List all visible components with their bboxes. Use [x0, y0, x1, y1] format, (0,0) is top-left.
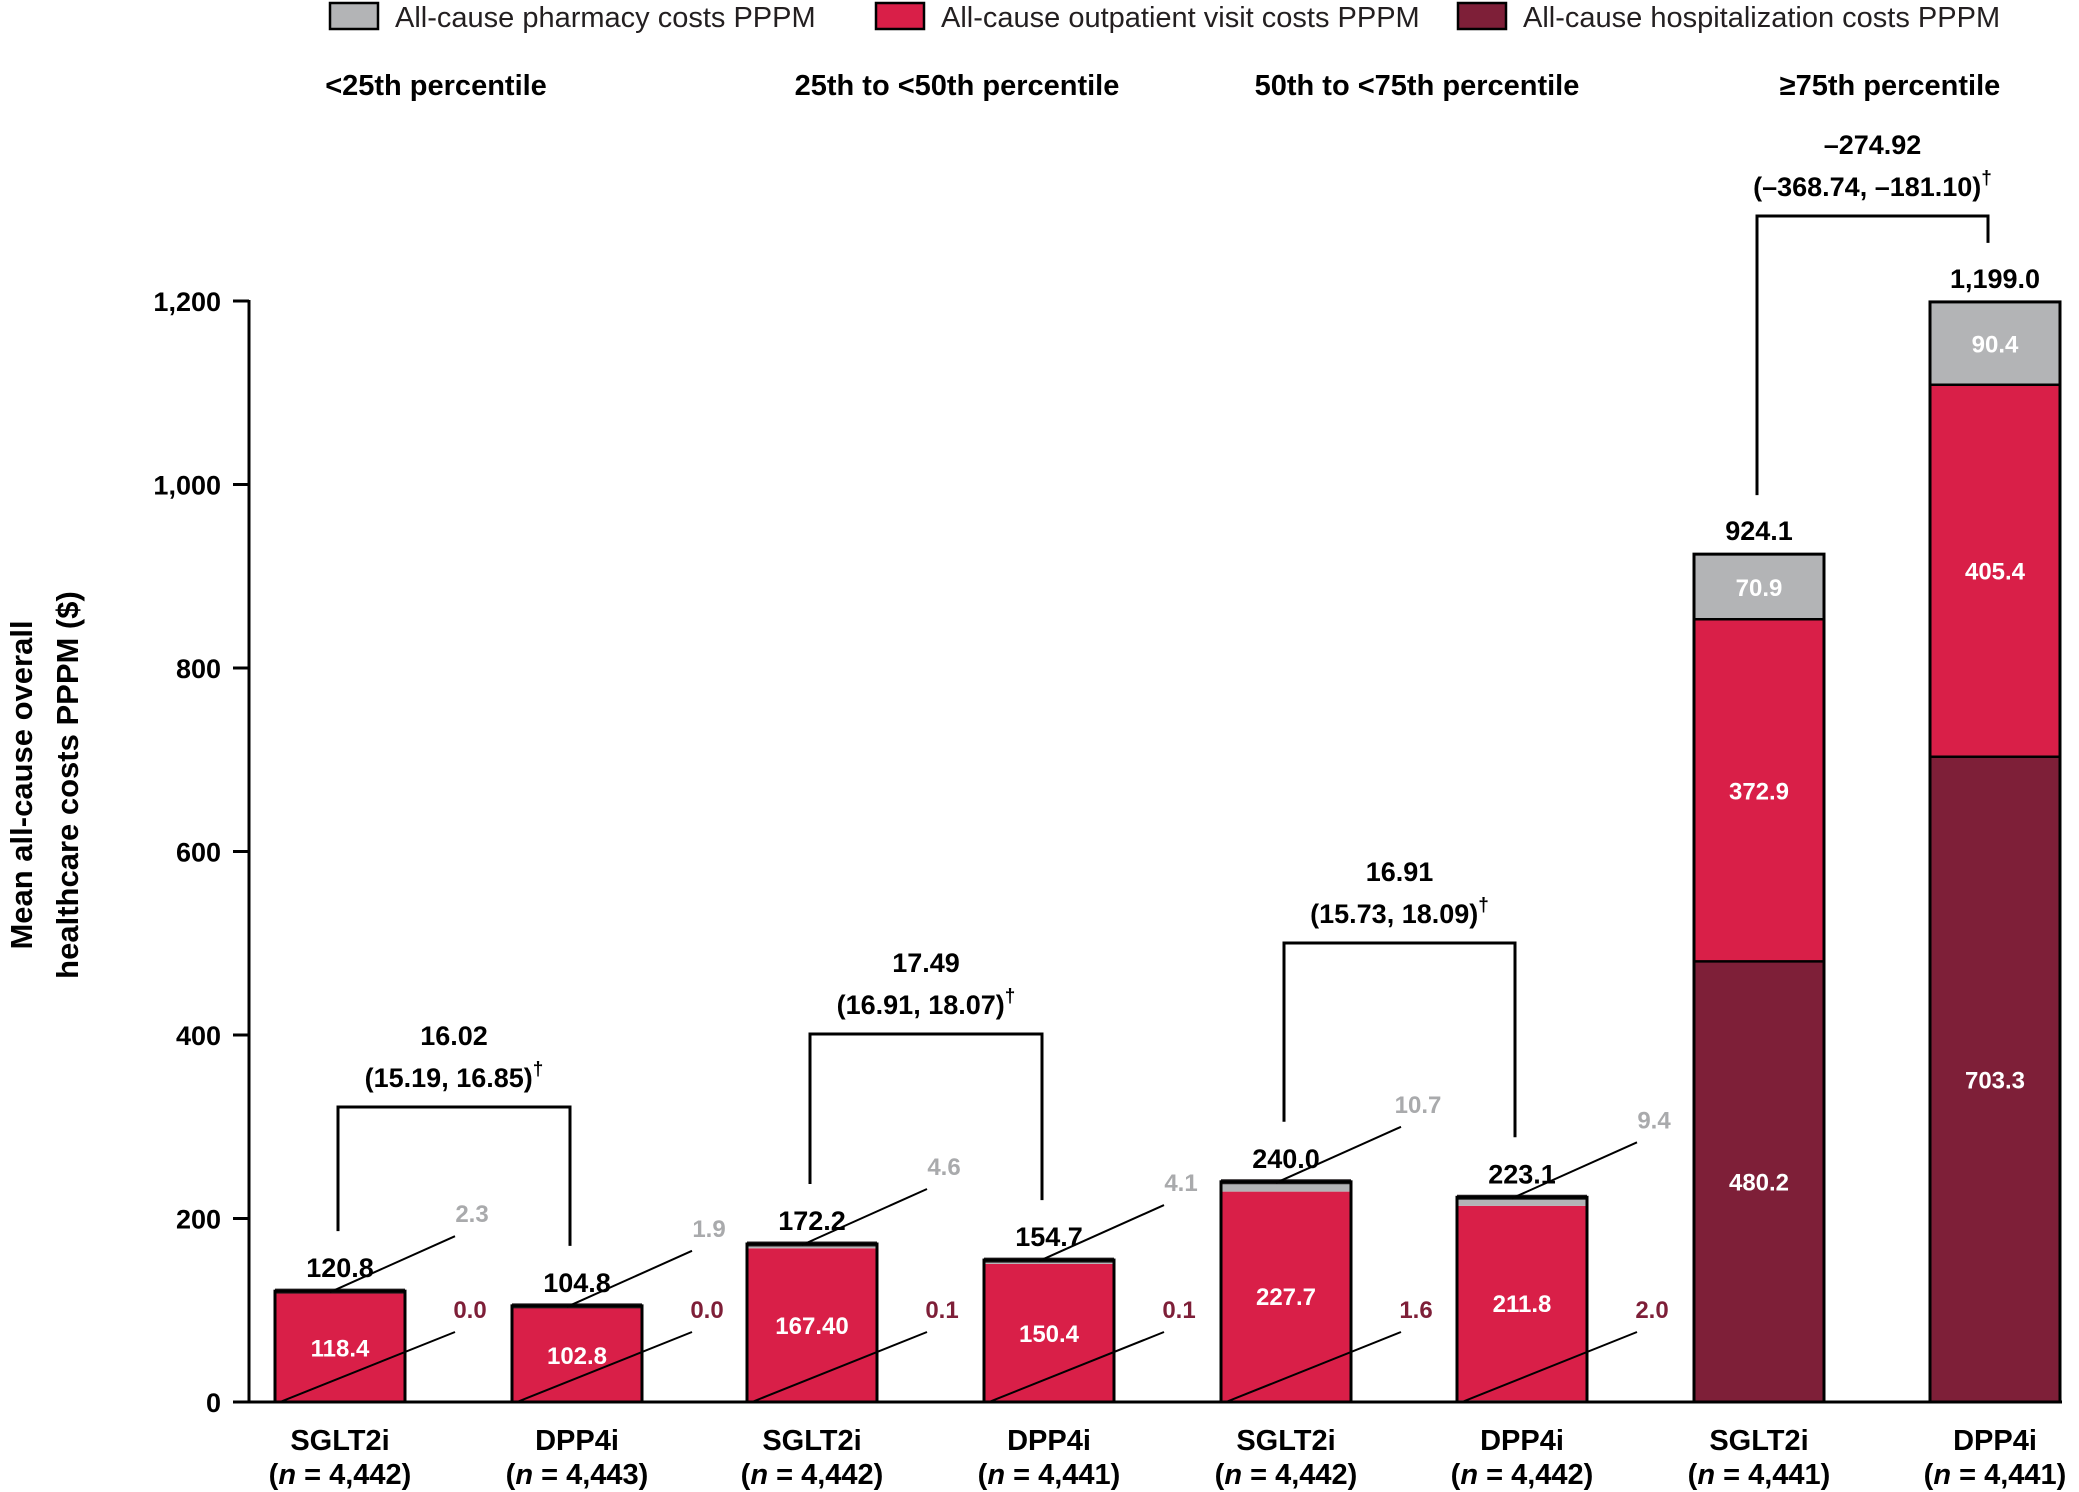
- group-title-2: 50th to <75th percentile: [1255, 70, 1580, 102]
- group-title-1: 25th to <50th percentile: [795, 70, 1120, 102]
- legend-label-hospitalization: All-cause hospitalization costs PPPM: [1523, 2, 2000, 34]
- segment-label-hospitalization: 480.2: [1729, 1170, 1789, 1197]
- y-tick-label: 400: [176, 1021, 221, 1051]
- y-tick-label: 1,200: [153, 287, 221, 317]
- bar-total-label: 104.8: [543, 1268, 611, 1298]
- x-category-n-label: (n = 4,442): [741, 1459, 884, 1491]
- y-axis-label-line: healthcare costs PPPM ($): [50, 591, 85, 979]
- x-category-n-label: (n = 4,442): [1215, 1459, 1358, 1491]
- legend-swatch-pharmacy: [330, 3, 378, 29]
- segment-label-outpatient: 211.8: [1493, 1291, 1552, 1318]
- bracket-line: [810, 1034, 1042, 1200]
- segment-label-hospitalization: 703.3: [1965, 1067, 2025, 1094]
- bar-total-label: 1,199.0: [1950, 264, 2040, 294]
- segment-label-outpatient: 150.4: [1019, 1321, 1080, 1348]
- segment-label-outpatient: 227.7: [1256, 1284, 1316, 1311]
- y-tick-label: 600: [176, 838, 221, 868]
- segment-label-outpatient: 167.40: [775, 1313, 848, 1340]
- legend-label-pharmacy: All-cause pharmacy costs PPPM: [395, 2, 816, 34]
- difference-ci: (15.19, 16.85)†: [365, 1059, 544, 1093]
- difference-ci: (–368.74, –181.10)†: [1753, 168, 1992, 202]
- segment-label-outpatient: 372.9: [1729, 778, 1789, 805]
- callout-label-pharmacy: 4.1: [1164, 1170, 1197, 1197]
- x-category-n-label: (n = 4,442): [1451, 1459, 1594, 1491]
- callout-label-pharmacy: 10.7: [1395, 1092, 1442, 1119]
- legend-swatch-hospitalization: [1458, 3, 1506, 29]
- stacked-bar-chart: All-cause pharmacy costs PPPM All-cause o…: [0, 0, 2079, 1492]
- legend-swatch-outpatient: [876, 3, 924, 29]
- x-category-label: DPP4i: [1480, 1425, 1564, 1457]
- y-tick-label: 800: [176, 654, 221, 684]
- bar-dpp4i-group-1: 154.7 150.4 4.1 0.1 DPP4i(n = 4,441): [978, 1170, 1198, 1491]
- bar-sglt2i-group-1: 172.2 167.40 4.6 0.1 SGLT2i(n = 4,442): [741, 1154, 961, 1491]
- bar-sglt2i-group-3: 924.1 480.2 372.9 70.9 SGLT2i(n = 4,441): [1688, 516, 1831, 1491]
- segment-label-pharmacy: 70.9: [1736, 575, 1783, 602]
- bar-dpp4i-group-2: 223.1 211.8 9.4 2.0 DPP4i(n = 4,442): [1451, 1107, 1672, 1491]
- callout-label-hospitalization: 2.0: [1635, 1297, 1668, 1324]
- segment-label-outpatient: 102.8: [547, 1343, 607, 1370]
- segment-label-outpatient: 405.4: [1965, 559, 2026, 586]
- x-category-label: DPP4i: [1953, 1425, 2037, 1457]
- y-axis-label-line: Mean all-cause overall: [4, 620, 39, 949]
- callout-label-hospitalization: 0.1: [925, 1297, 958, 1324]
- x-category-label: DPP4i: [1007, 1425, 1091, 1457]
- x-category-label: DPP4i: [535, 1425, 619, 1457]
- y-tick-label: 200: [176, 1205, 221, 1235]
- y-axis-label: Mean all-cause overall healthcare costs P…: [4, 591, 85, 979]
- difference-value: 16.91: [1366, 857, 1434, 887]
- x-category-n-label: (n = 4,441): [978, 1459, 1121, 1491]
- difference-ci: (16.91, 18.07)†: [837, 986, 1016, 1020]
- bar-total-label: 223.1: [1488, 1159, 1556, 1189]
- bar-dpp4i-group-0: 104.8 102.8 1.9 0.0 DPP4i(n = 4,443): [506, 1216, 726, 1491]
- callout-label-hospitalization: 0.0: [453, 1297, 486, 1324]
- callout-label-pharmacy: 2.3: [455, 1201, 488, 1228]
- y-tick-label: 0: [206, 1388, 221, 1418]
- callout-label-pharmacy: 9.4: [1637, 1107, 1671, 1134]
- bar-sglt2i-group-2: 240.0 227.7 10.7 1.6 SGLT2i(n = 4,442): [1215, 1092, 1442, 1491]
- x-category-n-label: (n = 4,442): [269, 1459, 412, 1491]
- bar-total-label: 120.8: [306, 1253, 374, 1283]
- difference-value: –274.92: [1824, 130, 1922, 160]
- legend-label-outpatient: All-cause outpatient visit costs PPPM: [941, 2, 1420, 34]
- group-title-0: <25th percentile: [325, 70, 547, 102]
- group-title-3: ≥75th percentile: [1780, 70, 2001, 102]
- x-category-label: SGLT2i: [1709, 1425, 1808, 1457]
- callout-label-pharmacy: 1.9: [692, 1216, 725, 1243]
- difference-bracket-0: 16.02 (15.19, 16.85)†: [338, 1021, 570, 1246]
- segment-label-outpatient: 118.4: [311, 1336, 370, 1363]
- x-category-label: SGLT2i: [762, 1425, 861, 1457]
- callout-label-hospitalization: 1.6: [1399, 1297, 1432, 1324]
- difference-value: 17.49: [892, 948, 960, 978]
- difference-bracket-1: 17.49 (16.91, 18.07)†: [810, 948, 1042, 1200]
- callout-label-hospitalization: 0.1: [1162, 1297, 1195, 1324]
- y-tick-label: 1,000: [153, 471, 221, 501]
- segment-label-pharmacy: 90.4: [1972, 331, 2019, 358]
- bar-total-label: 172.2: [778, 1206, 846, 1236]
- bar-total-label: 924.1: [1725, 516, 1793, 546]
- x-category-label: SGLT2i: [290, 1425, 389, 1457]
- callout-label-pharmacy: 4.6: [927, 1154, 960, 1181]
- x-category-n-label: (n = 4,443): [506, 1459, 649, 1491]
- bar-dpp4i-group-3: 1,199.0 703.3 405.4 90.4 DPP4i(n = 4,441): [1924, 264, 2067, 1491]
- difference-value: 16.02: [420, 1021, 488, 1051]
- x-category-n-label: (n = 4,441): [1924, 1459, 2067, 1491]
- x-category-n-label: (n = 4,441): [1688, 1459, 1831, 1491]
- difference-ci: (15.73, 18.09)†: [1310, 895, 1489, 929]
- bar-total-label: 240.0: [1252, 1144, 1320, 1174]
- x-category-label: SGLT2i: [1236, 1425, 1335, 1457]
- bar-total-label: 154.7: [1015, 1222, 1083, 1252]
- callout-label-hospitalization: 0.0: [690, 1297, 723, 1324]
- bar-sglt2i-group-0: 120.8 118.4 2.3 0.0 SGLT2i(n = 4,442): [269, 1201, 489, 1491]
- bracket-line: [338, 1107, 570, 1246]
